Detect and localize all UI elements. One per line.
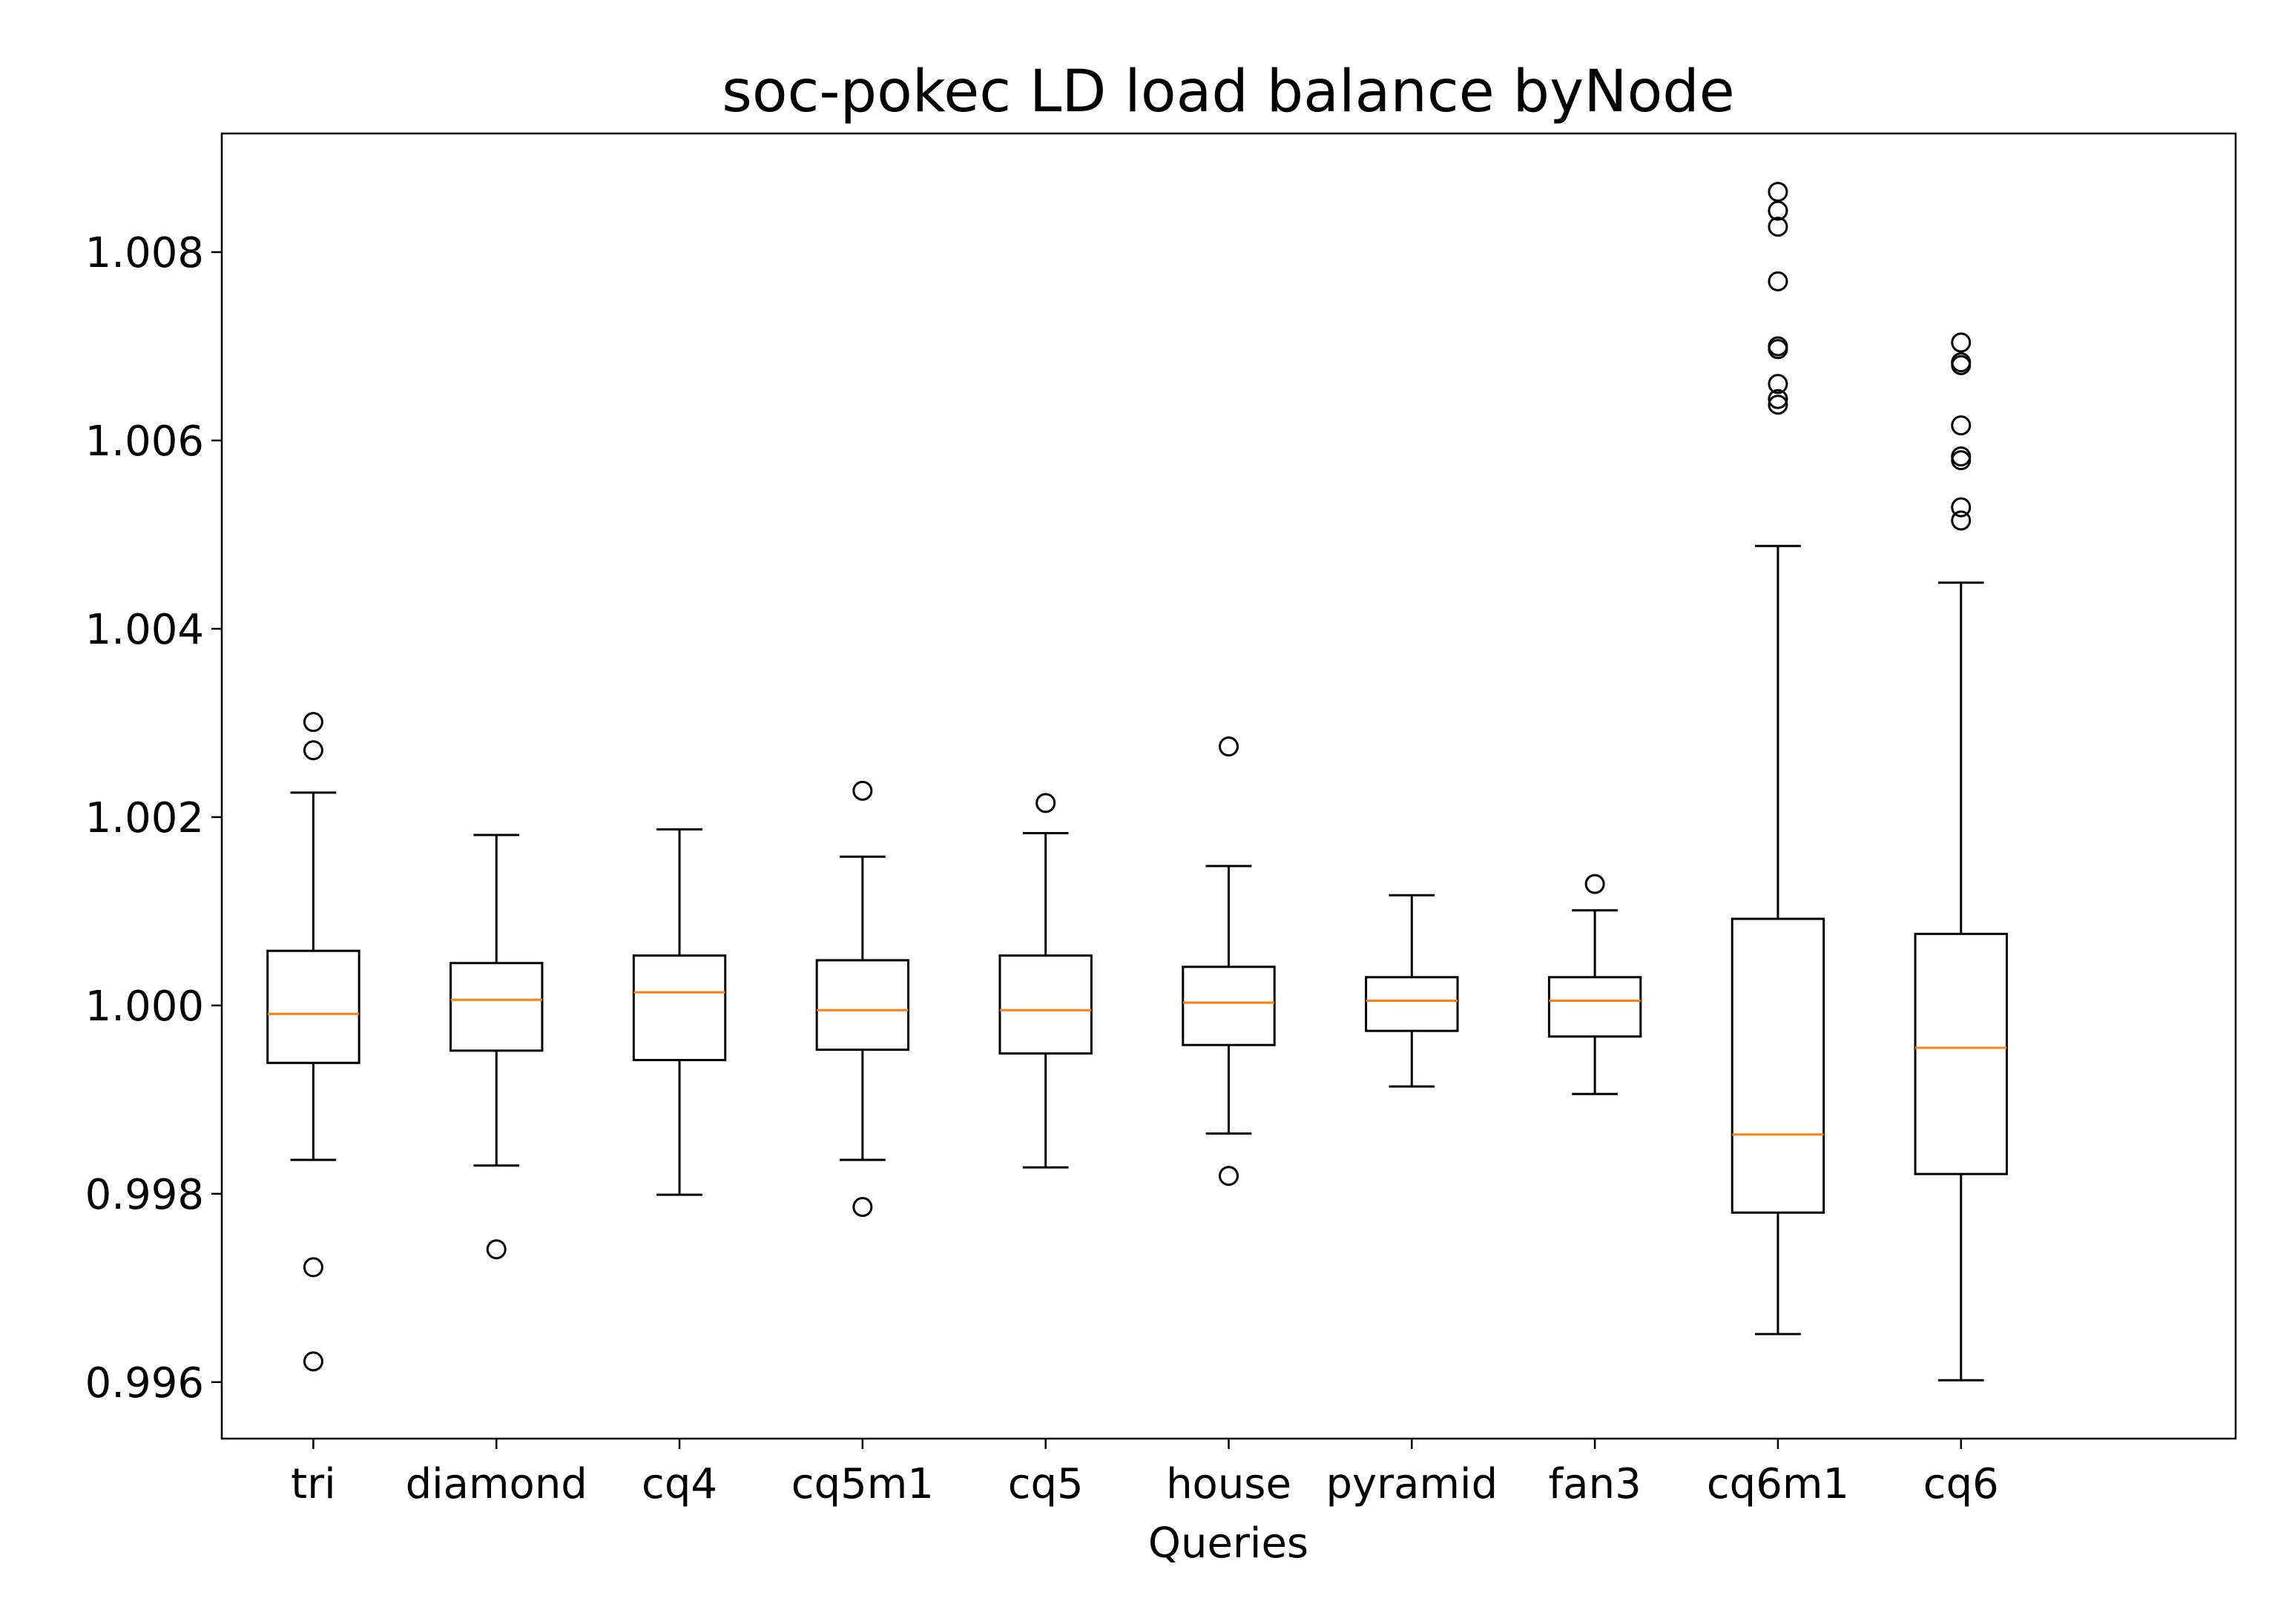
x-tick-label: cq5m1: [791, 1460, 934, 1508]
x-tick-label: house: [1166, 1460, 1291, 1508]
y-tick-label: 1.000: [85, 983, 204, 1031]
box: [1182, 966, 1276, 1046]
flier: [1584, 874, 1605, 894]
flier: [1768, 271, 1788, 291]
x-axis-label: Queries: [1148, 1519, 1308, 1568]
box: [449, 962, 544, 1052]
x-tick-label: tri: [291, 1460, 336, 1508]
box: [1914, 932, 2008, 1175]
y-tick-label: 1.002: [85, 794, 204, 842]
box: [266, 949, 360, 1064]
flier: [303, 1351, 323, 1372]
flier: [303, 712, 323, 733]
flier: [1219, 1166, 1239, 1186]
x-tick-label: pyramid: [1326, 1460, 1498, 1508]
x-tick-label: cq4: [642, 1460, 717, 1508]
chart-title: soc-pokec LD load balance byNode: [722, 59, 1735, 125]
flier: [1768, 217, 1788, 237]
flier: [303, 740, 323, 761]
flier: [486, 1239, 507, 1260]
box: [815, 959, 910, 1052]
y-tick-label: 1.006: [85, 417, 204, 466]
flier: [1035, 793, 1056, 813]
x-tick-label: cq6m1: [1707, 1460, 1849, 1508]
y-tick-label: 1.008: [85, 229, 204, 277]
flier: [1768, 182, 1788, 202]
y-tick-label: 0.996: [85, 1359, 204, 1407]
flier: [1768, 374, 1788, 395]
flier: [1951, 510, 1972, 531]
box: [1730, 917, 1825, 1214]
x-tick-label: diamond: [406, 1460, 587, 1508]
flier: [1768, 389, 1788, 409]
flier: [1768, 395, 1788, 415]
x-tick-label: cq6: [1923, 1460, 1999, 1508]
y-tick-label: 1.004: [85, 606, 204, 654]
flier: [852, 1197, 873, 1218]
flier: [1768, 200, 1788, 221]
y-tick-label: 0.998: [85, 1171, 204, 1219]
flier: [303, 1257, 323, 1278]
x-tick-label: fan3: [1549, 1460, 1641, 1508]
flier: [1951, 332, 1972, 353]
box: [1365, 976, 1459, 1032]
flier: [852, 780, 873, 801]
flier: [1951, 497, 1972, 518]
flier: [1951, 354, 1972, 375]
box: [998, 954, 1093, 1055]
flier: [1768, 339, 1788, 360]
flier: [1219, 736, 1239, 757]
plot-frame: [220, 132, 2237, 1440]
flier: [1951, 415, 1972, 436]
box: [632, 954, 727, 1062]
flier: [1951, 450, 1972, 471]
box: [1547, 976, 1642, 1038]
x-tick-label: cq5: [1008, 1460, 1084, 1508]
